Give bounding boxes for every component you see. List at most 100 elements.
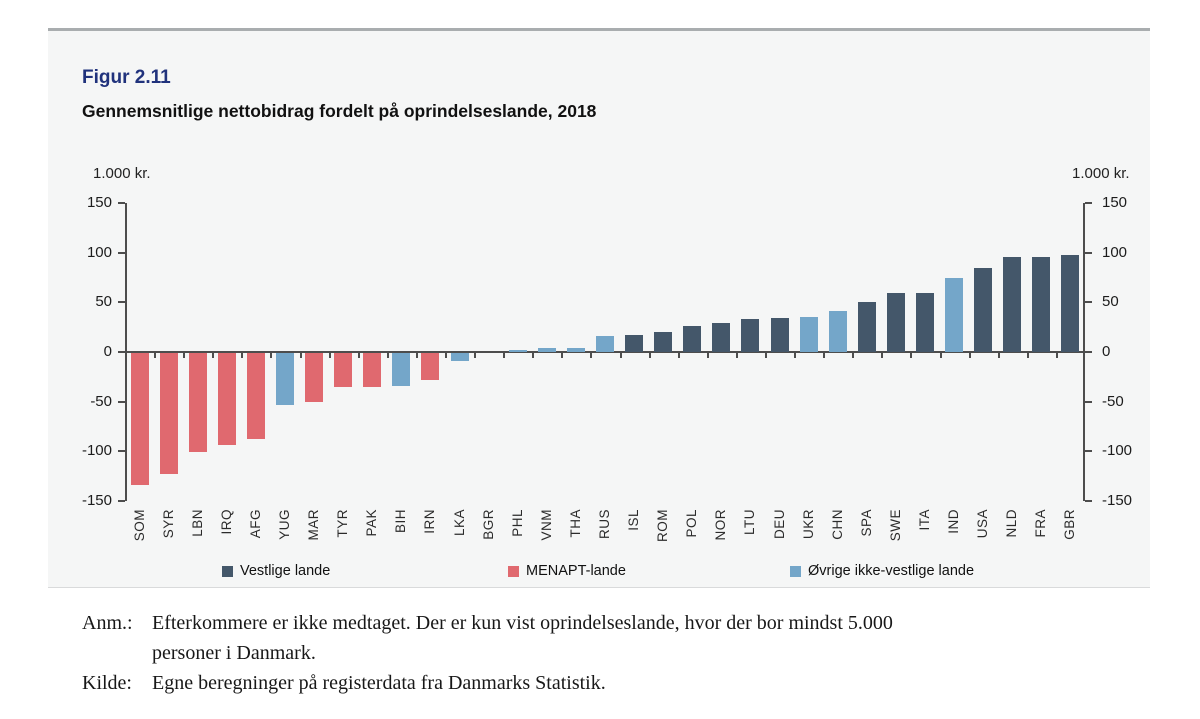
x-category-label-NLD: NLD [997,509,1027,565]
x-category-text: ROM [655,509,671,542]
x-category-label-UKR: UKR [794,509,824,565]
bar-ITA [916,293,934,352]
x-tick [590,353,593,358]
x-category-label-POL: POL [677,509,707,565]
y-axis-unit-right: 1.000 kr. [1072,165,1130,182]
x-category-text: SPA [858,509,874,537]
x-category-label-ISL: ISL [619,509,649,565]
x-category-text: SOM [131,509,147,542]
bar-VNM [537,348,556,352]
figure-card: Figur 2.11 Gennemsnitlige nettobidrag fo… [48,28,1150,588]
x-category-text: PHL [509,509,525,537]
bar-RUS [596,336,614,352]
y-tick-right [1085,251,1092,254]
bar-AFG [246,353,265,440]
x-category-label-FRA: FRA [1026,509,1056,565]
x-category-label-PAK: PAK [357,509,387,565]
y-tick-right [1085,400,1092,403]
bar-LKA [450,353,469,361]
x-category-label-IRQ: IRQ [212,509,242,565]
x-category-text: NLD [1004,509,1020,538]
x-tick [1083,353,1085,358]
bar-DEU [770,318,789,352]
x-category-text: AFG [247,509,263,539]
bar-IRN [421,353,440,380]
x-tick [735,353,738,358]
bar-SPA [857,302,876,352]
x-category-label-MAR: MAR [299,509,329,565]
legend-label-menapt: MENAPT-lande [526,563,626,579]
legend-swatch-menapt [508,565,519,577]
bar-BIH [392,353,411,386]
x-category-label-IRN: IRN [415,509,445,565]
figure-number: Figur 2.11 [82,67,171,88]
x-category-text: UKR [800,509,816,540]
y-tick-label-left: 0 [103,343,112,360]
y-tick-left [118,251,125,254]
bar-SWE [886,293,905,352]
x-category-text: ITA [917,509,932,531]
y-tick-left [118,301,125,304]
x-category-text: LTU [742,509,758,536]
bar-IND [945,277,964,352]
x-category-label-ITA: ITA [910,509,940,565]
x-category-text: ISL [626,509,642,531]
x-category-text: LBN [189,509,205,537]
x-tick [503,353,506,358]
x-tick [154,353,157,358]
x-tick [183,353,186,358]
bar-CHN [828,311,847,352]
y-tick-label-right: -150 [1102,492,1133,509]
x-category-label-TYR: TYR [328,509,358,565]
x-tick [386,353,389,358]
bar-POL [683,326,702,352]
y-tick-right [1085,500,1092,502]
x-tick [299,353,302,358]
legend-swatch-ovrige [790,565,801,577]
x-tick [823,353,826,358]
x-category-label-NOR: NOR [706,509,736,565]
x-category-label-BIH: BIH [386,509,416,565]
x-category-text: MAR [306,509,322,541]
y-axis-unit-left: 1.000 kr. [93,165,151,182]
x-tick [794,353,797,358]
bar-ISL [625,335,644,352]
bar-LTU [741,319,760,352]
y-tick-right [1085,450,1092,453]
x-tick [357,353,360,358]
bar-IRQ [217,353,236,446]
x-category-label-YUG: YUG [270,509,300,565]
x-category-label-PHL: PHL [503,509,533,565]
x-category-label-GBR: GBR [1055,509,1085,565]
x-category-label-IND: IND [939,509,969,565]
footnote-kilde-label: Kilde: [82,672,132,694]
x-tick [968,353,971,358]
x-category-text: CHN [829,509,845,540]
x-category-label-AFG: AFG [241,509,271,565]
x-category-label-USA: USA [968,509,998,565]
legend-item-ovrige: Øvrige ikke-vestlige lande [790,562,974,580]
x-tick [852,353,855,358]
y-tick-label-left: -50 [90,392,112,410]
bar-PAK [363,353,382,387]
y-tick-left [118,450,125,453]
x-tick [270,353,273,358]
x-tick [328,353,331,358]
bar-PHL [508,350,527,352]
x-tick [125,353,127,358]
x-category-text: NOR [713,509,729,541]
legend-item-menapt: MENAPT-lande [508,562,626,580]
legend-label-vestlige: Vestlige lande [240,563,331,579]
x-category-text: DEU [771,509,787,540]
x-category-label-LBN: LBN [183,509,213,565]
x-category-text: LKA [451,509,467,537]
x-category-text: PAK [364,509,380,537]
x-category-text: SWE [887,509,903,542]
x-tick [1055,353,1058,358]
bar-chart-plot-area [118,202,1092,502]
x-category-text: POL [684,509,700,538]
footnote-anm-label: Anm.: [82,612,133,634]
y-tick-label-right: -100 [1102,442,1133,460]
x-category-label-BGR: BGR [474,509,504,565]
y-tick-label-left: -100 [81,442,112,460]
